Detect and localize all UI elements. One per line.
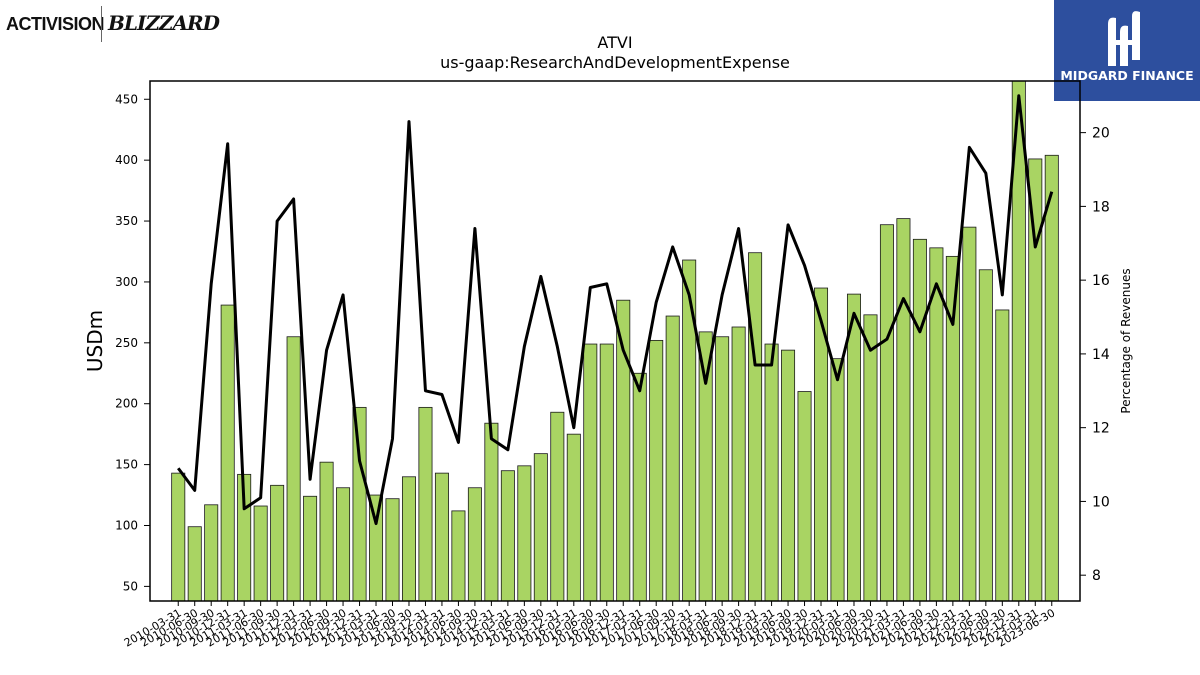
chart-title: ATVI bbox=[597, 33, 632, 52]
bar bbox=[896, 218, 911, 602]
bar bbox=[336, 487, 351, 602]
activision-wordmark: ACTIVISION bbox=[6, 14, 105, 34]
bar bbox=[632, 372, 647, 602]
bar bbox=[566, 433, 581, 602]
bar bbox=[270, 484, 285, 602]
bar bbox=[451, 510, 466, 602]
bar bbox=[401, 476, 416, 602]
bar bbox=[319, 461, 334, 602]
y-axis-label: USDm bbox=[83, 310, 107, 372]
bar bbox=[484, 422, 499, 602]
bar bbox=[352, 406, 367, 602]
activision-blizzard-logo: ACTIVISION BLIZZARD bbox=[6, 6, 220, 42]
bar bbox=[649, 339, 664, 602]
bar bbox=[731, 326, 746, 602]
bar bbox=[715, 336, 730, 602]
y2-tick-label: 14 bbox=[1092, 347, 1110, 363]
y-axis-left: 50 100 150 200 250 300 350 400 450 bbox=[115, 92, 150, 593]
y2-tick-label: 8 bbox=[1092, 568, 1101, 584]
bar bbox=[583, 343, 598, 602]
y-tick-label: 450 bbox=[115, 92, 138, 106]
bar bbox=[303, 495, 318, 602]
y2-axis-label: Percentage of Revenues bbox=[1119, 268, 1133, 413]
line-path bbox=[177, 94, 1054, 526]
y-tick-label: 50 bbox=[123, 579, 138, 593]
y-tick-label: 400 bbox=[115, 153, 138, 167]
bar bbox=[286, 336, 301, 602]
bar bbox=[863, 314, 878, 602]
line-series bbox=[177, 94, 1054, 526]
y2-tick-label: 12 bbox=[1092, 421, 1110, 437]
logo-divider bbox=[101, 6, 102, 42]
bar bbox=[995, 309, 1010, 602]
bar bbox=[945, 255, 960, 602]
bar bbox=[879, 224, 894, 602]
y-tick-label: 100 bbox=[115, 518, 138, 532]
bar bbox=[500, 470, 515, 602]
bar bbox=[434, 472, 449, 602]
x-axis: 2010-03-312010-06-302010-09-302010-12-31… bbox=[122, 601, 1057, 650]
bar bbox=[204, 504, 219, 602]
y2-tick-label: 18 bbox=[1092, 199, 1110, 215]
bar bbox=[253, 505, 268, 602]
bar bbox=[171, 472, 186, 602]
y-tick-label: 350 bbox=[115, 214, 138, 228]
midgard-logo-icon bbox=[1108, 11, 1140, 67]
bar bbox=[1028, 158, 1043, 602]
bar bbox=[912, 238, 927, 602]
bar bbox=[665, 315, 680, 602]
y-tick-label: 200 bbox=[115, 397, 138, 411]
bar bbox=[781, 349, 796, 602]
y-tick-label: 300 bbox=[115, 275, 138, 289]
bar-series bbox=[171, 80, 1059, 602]
y-tick-label: 250 bbox=[115, 336, 138, 350]
bar bbox=[1044, 154, 1059, 602]
y2-tick-label: 10 bbox=[1092, 494, 1110, 510]
bar bbox=[467, 487, 482, 602]
bar bbox=[764, 343, 779, 602]
bar bbox=[533, 453, 548, 602]
bar bbox=[550, 411, 565, 602]
bar bbox=[418, 406, 433, 602]
y-tick-label: 150 bbox=[115, 458, 138, 472]
blizzard-wordmark: BLIZZARD bbox=[108, 11, 220, 35]
bar bbox=[830, 358, 845, 602]
plot-frame bbox=[149, 80, 1081, 602]
y2-tick-label: 16 bbox=[1092, 273, 1110, 289]
bar bbox=[698, 331, 713, 602]
bar bbox=[682, 259, 697, 602]
bar bbox=[846, 293, 861, 602]
midgard-finance-logo: MIDGARD FINANCE bbox=[1054, 0, 1200, 101]
bar bbox=[978, 269, 993, 602]
bar bbox=[187, 526, 202, 602]
bar bbox=[748, 252, 763, 602]
y-axis-right: 8 10 12 14 16 18 20 bbox=[1080, 126, 1110, 584]
y2-tick-label: 20 bbox=[1092, 126, 1110, 142]
bar bbox=[962, 226, 977, 602]
bar bbox=[797, 391, 812, 602]
bar bbox=[517, 465, 532, 602]
midgard-finance-text: MIDGARD FINANCE bbox=[1060, 68, 1194, 83]
bar bbox=[599, 343, 614, 602]
bar bbox=[385, 498, 400, 602]
bar bbox=[220, 304, 235, 602]
chart-subtitle: us-gaap:ResearchAndDevelopmentExpense bbox=[440, 53, 790, 72]
